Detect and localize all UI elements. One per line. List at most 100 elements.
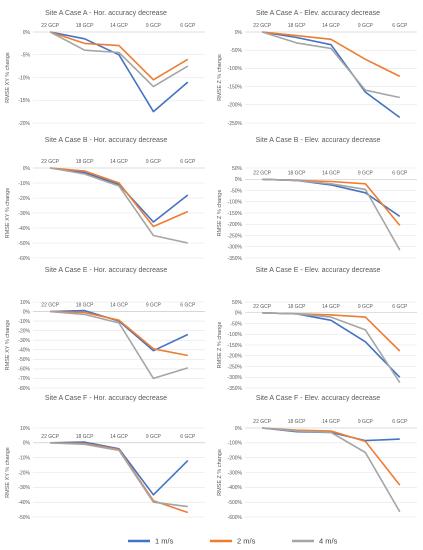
chart-title: Site A Case E - Elev. accuracy decrease [256,267,381,274]
x-tick-label: 9 GCP [146,303,162,309]
x-tick-label: 18 GCP [76,303,94,309]
chart-panel-2: Site A Case A - Elev. accuracy decrease 0… [217,10,417,127]
series-line-4ms [261,31,400,99]
y-axis-label: RMSE Z % change [217,449,223,496]
y-tick-label: -40% [18,226,30,232]
series-line-2ms [262,31,401,78]
x-tick-label: 22 GCP [253,170,271,176]
y-tick-label: -20% [18,196,30,202]
legend-label: 1 m/s [155,537,174,546]
y-tick-label: -200% [228,354,243,360]
y-tick-label: -30% [18,338,30,344]
x-tick-label: 18 GCP [288,419,306,425]
x-tick-label: 22 GCP [253,304,271,310]
chart-title: Site A Case A - Hor. accuracy decrease [45,10,167,17]
x-tick-label: 14 GCP [322,23,340,29]
series-line-1ms [262,31,401,119]
y-tick-label: -200% [228,455,243,461]
x-tick-label: 9 GCP [358,23,374,29]
series-line-2ms [50,167,189,228]
y-tick-label: -150% [228,211,243,217]
chart-title: Site A Case F - Hor. accuracy decrease [45,395,167,402]
y-tick-label: -60% [18,256,30,262]
chart-panel-1: Site A Case A - Hor. accuracy decrease 0%… [5,10,205,127]
chart-panel-4: Site A Case B - Elev. accuracy decrease 5… [217,137,417,262]
x-tick-label: 9 GCP [358,419,374,425]
y-tick-label: -50% [230,188,242,194]
y-tick-label: -250% [228,121,243,127]
y-axis-label: RMSE XY % change [5,447,11,498]
y-tick-label: -250% [228,364,243,370]
y-tick-label: 0% [23,166,31,172]
chart-title: Site A Case F - Elev. accuracy decrease [256,395,380,402]
x-tick-label: 18 GCP [76,23,94,29]
legend-label: 2 m/s [237,537,256,546]
series-line-2ms [50,310,188,357]
y-tick-label: -80% [18,386,30,392]
y-tick-label: 50% [232,300,243,306]
y-tick-label: -500% [228,500,243,506]
y-tick-label: 0% [235,426,243,432]
y-tick-label: 0% [235,30,243,36]
series-line-4ms [50,167,188,244]
y-tick-label: -10% [18,319,30,325]
y-axis-label: RMSE XY % change [5,52,11,103]
series-line-4ms [50,310,189,380]
series-line-1ms [50,31,189,113]
y-tick-label: -400% [228,485,243,491]
x-tick-label: 14 GCP [322,170,340,176]
y-tick-label: -300% [228,470,243,476]
y-tick-label: -200% [228,222,243,228]
y-axis-label: RMSE Z % change [217,322,223,369]
y-tick-label: -350% [228,386,243,392]
legend-label: 4 m/s [319,537,338,546]
y-tick-label: -50% [230,48,242,54]
x-tick-label: 22 GCP [41,434,59,440]
y-tick-label: -350% [228,256,243,262]
x-tick-label: 22 GCP [253,23,271,29]
series-line-4ms [262,312,401,384]
series-line-4ms [49,31,189,88]
x-tick-label: 14 GCP [110,159,128,165]
x-tick-label: 6 GCP [180,434,196,440]
series-line-1ms [262,178,401,218]
x-tick-label: 9 GCP [146,23,162,29]
y-tick-label: 0% [23,309,31,315]
chart-panel-8: Site A Case F - Elev. accuracy decrease 0… [217,395,417,521]
y-tick-label: -300% [228,245,243,251]
x-tick-label: 9 GCP [358,304,374,310]
x-tick-label: 14 GCP [110,23,128,29]
series-line-4ms [262,427,401,513]
y-tick-label: -250% [228,233,243,239]
series-line-2ms [49,31,189,81]
y-tick-label: 0% [235,311,243,317]
y-tick-label: -200% [228,103,243,109]
chart-panel-3: Site A Case B - Hor. accuracy decrease 0%… [5,137,205,262]
y-tick-label: 0% [23,441,31,447]
chart-title: Site A Case E - Hor. accuracy decrease [45,267,168,274]
x-tick-label: 6 GCP [392,304,408,310]
y-axis-label: RMSE Z % change [217,54,223,101]
x-tick-label: 6 GCP [392,23,408,29]
y-tick-label: -15% [18,98,30,104]
y-tick-label: -50% [18,515,30,521]
y-tick-label: -100% [228,200,243,206]
series-line-1ms [50,167,189,223]
x-tick-label: 22 GCP [41,159,59,165]
x-tick-label: 18 GCP [288,304,306,310]
x-tick-label: 6 GCP [180,23,196,29]
y-tick-label: -10% [18,75,30,81]
x-tick-label: 6 GCP [180,303,196,309]
x-tick-label: 6 GCP [392,419,408,425]
y-tick-label: -100% [228,441,243,447]
x-tick-label: 14 GCP [322,419,340,425]
chart-panel-6: Site A Case E - Elev. accuracy decrease 5… [217,267,417,392]
x-tick-label: 14 GCP [110,434,128,440]
y-tick-label: -20% [18,470,30,476]
y-tick-label: 0% [23,30,31,36]
x-tick-label: 18 GCP [76,434,94,440]
y-axis-label: RMSE Z % change [217,190,223,237]
chart-title: Site A Case B - Elev. accuracy decrease [256,137,381,144]
y-tick-label: -150% [228,84,243,90]
